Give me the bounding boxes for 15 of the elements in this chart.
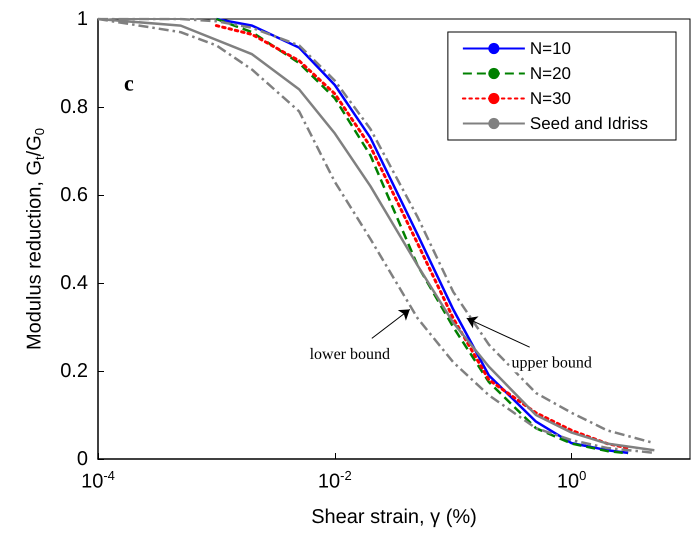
- y-axis-title: Modulus reduction, Gt/G0: [24, 128, 47, 350]
- annotation: lower bound: [310, 346, 390, 363]
- y-tick-label: 1: [76, 8, 88, 30]
- x-axis-title: Shear strain, γ (%): [311, 506, 477, 528]
- legend-label: N=10: [530, 39, 571, 58]
- legend-label: N=30: [530, 89, 571, 108]
- y-tick-label: 0.8: [60, 96, 88, 118]
- y-tick-label: 0: [76, 448, 88, 470]
- y-tick-label: 0.2: [60, 360, 88, 382]
- legend-label: N=20: [530, 64, 571, 83]
- legend-label: Seed and Idriss: [530, 114, 648, 133]
- y-tick-label: 0.6: [60, 184, 88, 206]
- y-tick-label: 0.4: [60, 272, 88, 294]
- annotation: c: [124, 70, 134, 96]
- annotation: upper bound: [511, 354, 592, 372]
